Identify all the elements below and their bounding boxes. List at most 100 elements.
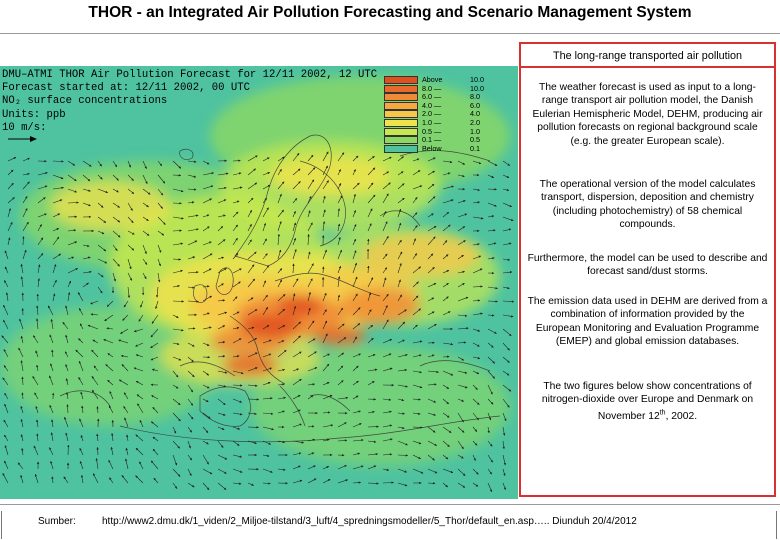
wind-vector: [367, 194, 376, 204]
wind-vector: [78, 338, 84, 344]
wind-vector: [217, 283, 224, 288]
wind-vector: [217, 226, 224, 232]
wind-vector: [20, 405, 24, 414]
wind-vector: [292, 452, 302, 456]
wind-vector: [7, 197, 15, 204]
wind-vector: [277, 383, 285, 386]
wind-vector: [457, 226, 466, 232]
wind-vector: [292, 440, 304, 444]
wind-vector: [7, 221, 13, 232]
wind-vector: [91, 349, 99, 358]
wind-vector: [232, 268, 242, 274]
legend-row: 4.0 — 6.0: [384, 101, 502, 111]
wind-vector: [337, 422, 347, 428]
wind-vector: [502, 188, 510, 192]
wind-vector: [382, 424, 393, 428]
wind-vector: [80, 391, 84, 400]
wind-vector: [382, 410, 392, 414]
wind-vector: [502, 286, 510, 290]
wind-vector: [397, 454, 409, 457]
wind-vector: [157, 258, 161, 267]
wind-vector: [127, 286, 131, 298]
wind-vector: [36, 305, 39, 316]
wind-vector: [367, 182, 374, 190]
wind-vector: [82, 244, 90, 248]
wind-vector: [442, 370, 454, 376]
wind-vector: [247, 384, 258, 387]
wind-vector: [172, 384, 179, 389]
wind-vector: [412, 185, 423, 190]
wind-vector: [112, 244, 118, 251]
wind-vector: [502, 468, 506, 476]
wind-vector: [187, 412, 194, 420]
wind-vector: [262, 367, 272, 372]
wind-vector: [157, 174, 166, 184]
wind-vector: [217, 426, 225, 430]
wind-vector: [367, 368, 378, 372]
wind-vector: [382, 171, 390, 176]
wind-vector: [247, 239, 252, 246]
wind-vector: [292, 249, 297, 260]
legend-row: 0.5 — 1.0: [384, 127, 502, 137]
wind-vector: [3, 419, 9, 428]
wind-vector: [217, 239, 226, 246]
wind-vector: [202, 454, 209, 465]
wind-vector: [487, 300, 498, 303]
wind-vector: [37, 171, 48, 176]
wind-vector: [337, 208, 341, 218]
wind-vector: [292, 423, 302, 428]
wind-vector: [352, 307, 361, 316]
wind-vector: [277, 349, 287, 358]
wind-vector: [125, 447, 129, 456]
wind-vector: [22, 249, 27, 260]
wind-vector: [67, 229, 77, 232]
wind-vector: [277, 279, 282, 288]
wind-vector: [37, 264, 41, 274]
wind-vector: [472, 426, 478, 432]
wind-vector: [187, 384, 194, 393]
legend-value: 4.0: [470, 109, 480, 119]
wind-vector: [502, 258, 511, 261]
wind-vector: [97, 272, 104, 278]
wind-vector: [472, 243, 480, 246]
wind-vector: [502, 482, 506, 490]
wind-vector: [337, 380, 344, 386]
wind-vector: [202, 412, 211, 419]
wind-vector: [157, 160, 163, 167]
wind-vector: [50, 460, 54, 470]
wind-vector: [37, 197, 46, 204]
wind-vector: [124, 417, 129, 428]
wind-vector: [292, 237, 296, 246]
wind-vector: [232, 281, 241, 288]
wind-vector: [397, 368, 408, 372]
wind-vector: [20, 434, 24, 442]
legend-label: 2.0 —: [422, 109, 442, 119]
source-link[interactable]: http://www2.dmu.dk/1_viden/2_Miljoe-tils…: [102, 516, 637, 527]
wind-vector: [82, 202, 91, 207]
wind-vector: [262, 184, 271, 190]
wind-vector: [52, 186, 64, 190]
footer-border-right: [776, 511, 777, 539]
wind-vector: [457, 440, 464, 450]
wind-vector: [262, 280, 266, 288]
wind-vector: [202, 312, 210, 316]
wind-vector: [292, 222, 297, 232]
wind-vector: [307, 307, 311, 316]
wind-vector: [487, 342, 494, 348]
wind-vector: [502, 270, 513, 274]
wind-vector: [137, 403, 144, 414]
wind-vector: [49, 404, 54, 414]
wind-vector: [412, 170, 421, 176]
wind-vector: [187, 286, 195, 289]
wind-vector: [412, 266, 421, 274]
wind-vector: [217, 384, 227, 388]
wind-vector: [247, 297, 254, 302]
wind-vector: [7, 169, 14, 176]
wind-vector: [217, 341, 226, 344]
wind-vector: [247, 197, 254, 204]
wind-vector: [202, 384, 210, 389]
wind-vector: [457, 341, 467, 344]
wind-vector: [126, 434, 129, 442]
wind-vector: [367, 156, 375, 162]
wind-vector: [4, 392, 9, 400]
